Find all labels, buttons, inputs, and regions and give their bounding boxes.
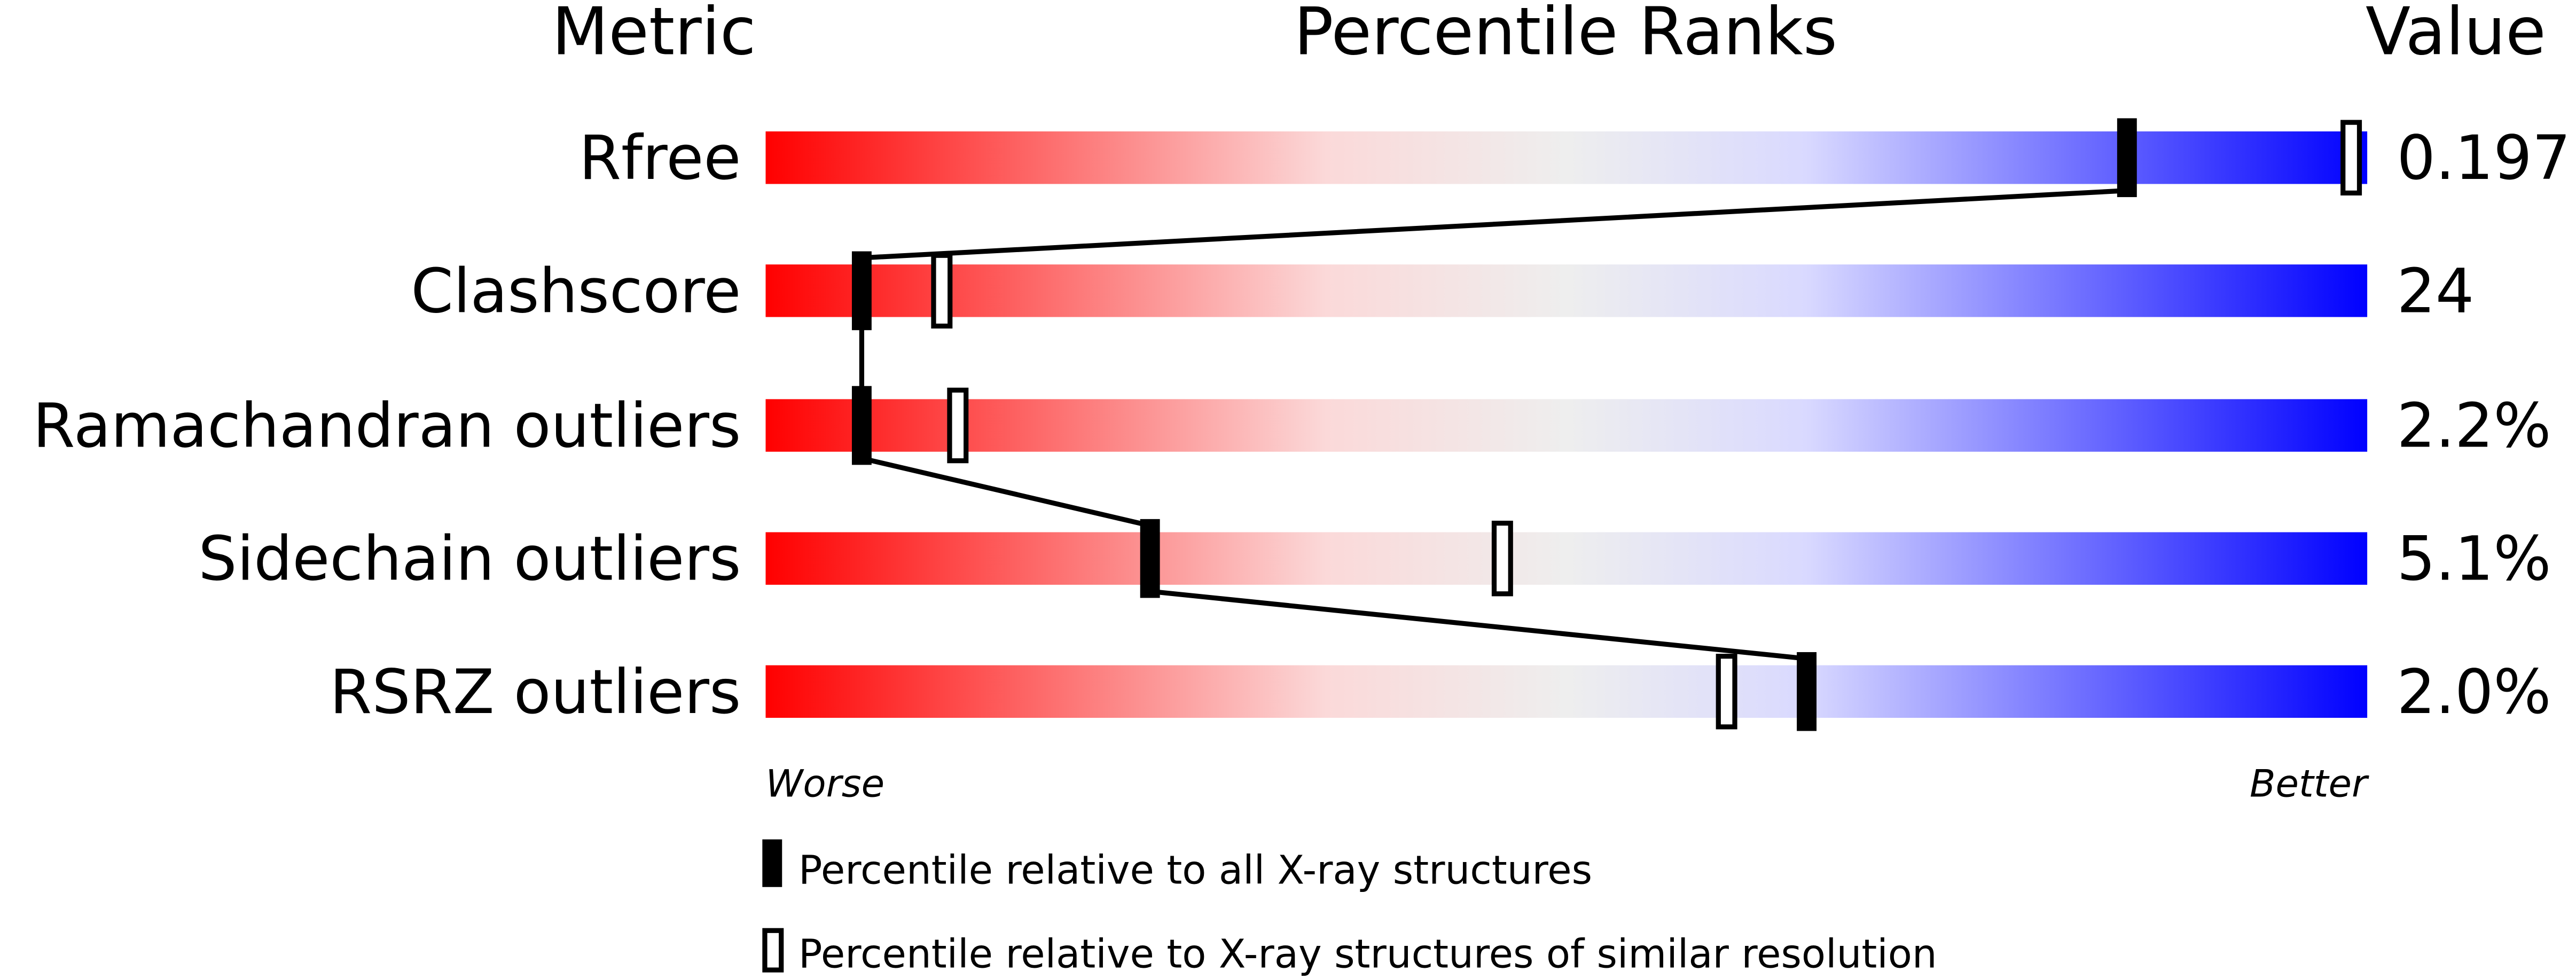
- axis-label-better: Better: [2250, 762, 2369, 806]
- marker-all-structures: [1797, 652, 1817, 731]
- metric-label: Ramachandran outliers: [33, 390, 741, 461]
- header-value: Value: [2366, 0, 2546, 70]
- metric-value: 2.2%: [2397, 390, 2551, 461]
- marker-similar-resolution: [1491, 520, 1513, 597]
- marker-all-structures: [851, 386, 872, 465]
- marker-similar-resolution: [947, 387, 969, 464]
- legend-open-marker: [762, 928, 784, 973]
- percentile-bar: [765, 399, 2368, 452]
- marker-all-structures: [851, 251, 872, 331]
- metric-label: Clashscore: [411, 255, 741, 326]
- header-metric: Metric: [552, 0, 756, 70]
- marker-similar-resolution: [931, 253, 953, 329]
- metric-value: 0.197: [2397, 122, 2571, 193]
- metric-value: 5.1%: [2397, 523, 2551, 594]
- legend-label-all: Percentile relative to all X-ray structu…: [798, 848, 1592, 894]
- legend-filled-marker: [762, 839, 782, 887]
- percentile-bar: [765, 264, 2368, 317]
- marker-similar-resolution: [1716, 654, 1737, 730]
- metric-label: Sidechain outliers: [198, 523, 741, 594]
- marker-similar-resolution: [2340, 120, 2362, 195]
- percentile-bar: [765, 665, 2368, 718]
- marker-all-structures: [1140, 519, 1160, 598]
- percentile-bar: [765, 131, 2368, 184]
- metric-value: 2.0%: [2397, 656, 2551, 727]
- metric-label: RSRZ outliers: [330, 656, 741, 727]
- metric-value: 24: [2397, 255, 2474, 326]
- axis-label-worse: Worse: [765, 762, 884, 806]
- chart-title: Percentile Ranks: [1294, 0, 1837, 70]
- metric-label: Rfree: [579, 122, 741, 193]
- legend-label-similar: Percentile relative to X-ray structures …: [798, 931, 1937, 977]
- marker-all-structures: [2117, 118, 2137, 198]
- percentile-bar: [765, 532, 2368, 585]
